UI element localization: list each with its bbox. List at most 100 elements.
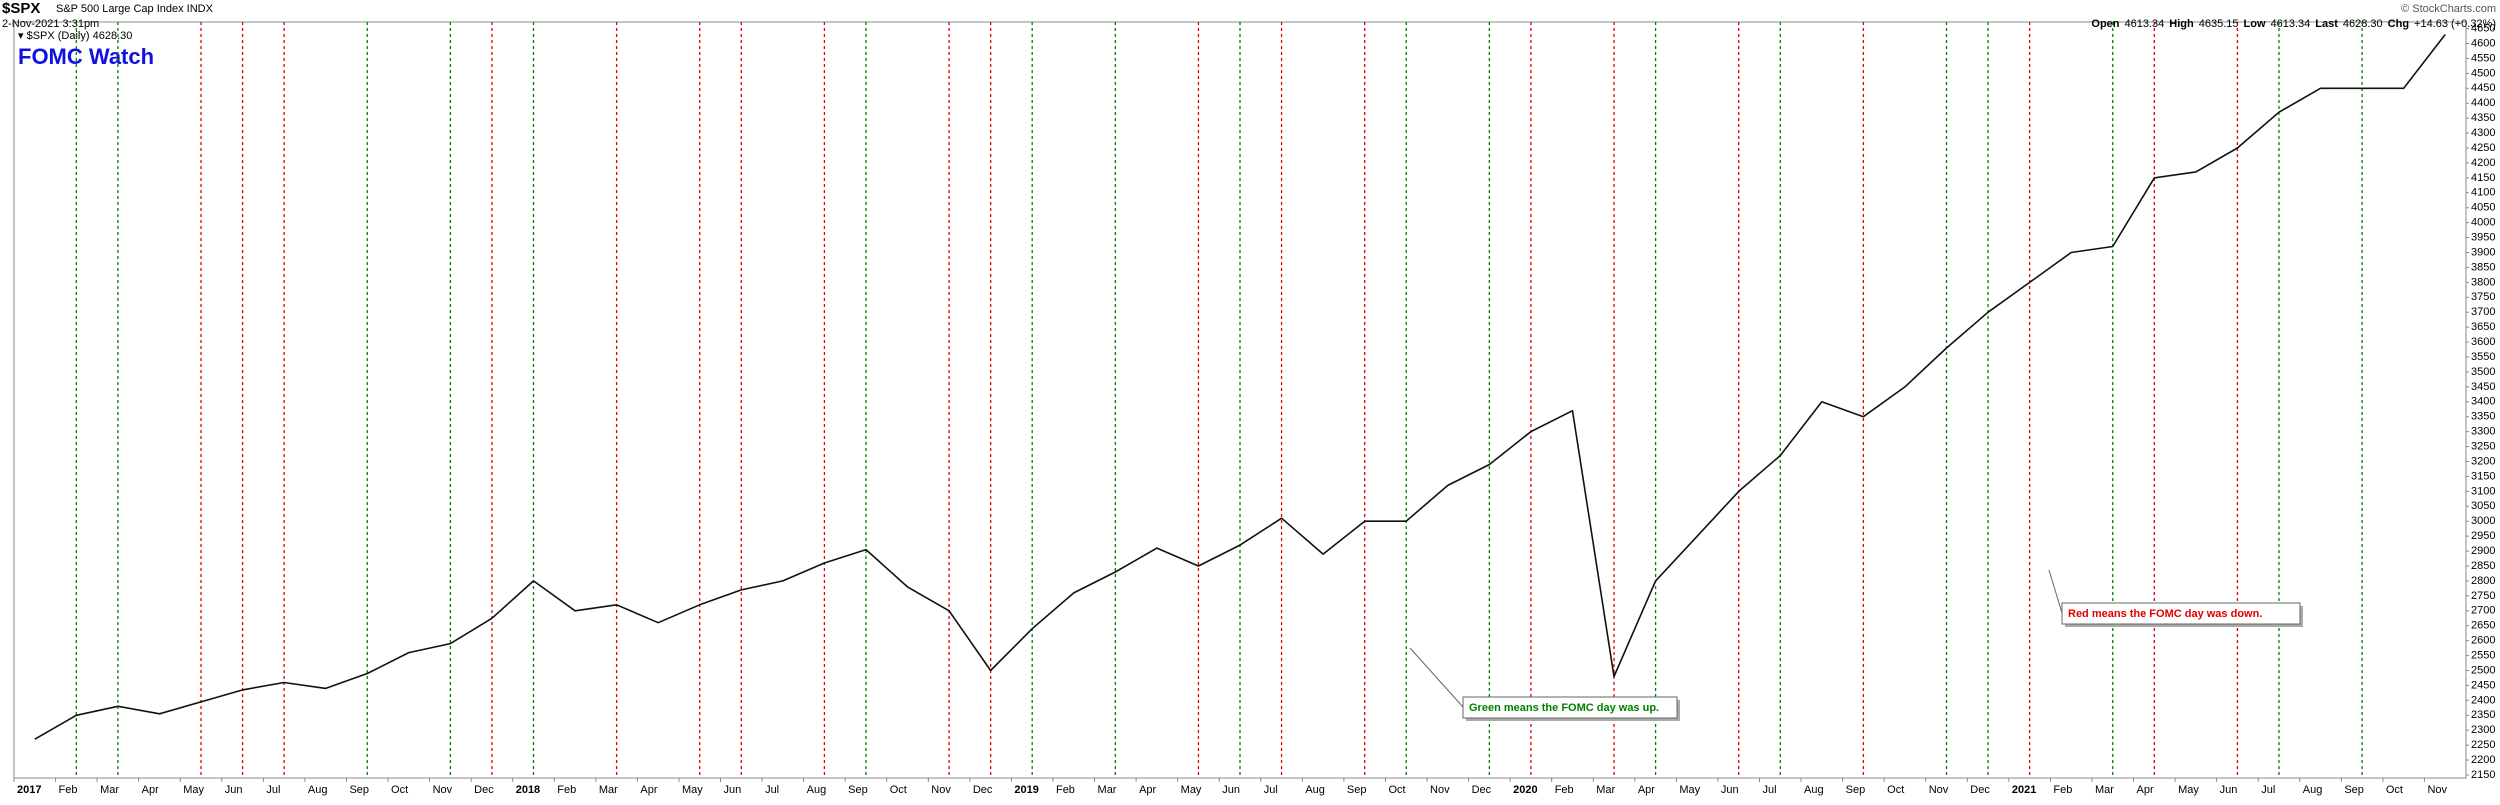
y-tick-label: 4100 xyxy=(2471,187,2495,199)
x-tick-label: Dec xyxy=(973,784,993,796)
x-tick-label: Jul xyxy=(1264,784,1278,796)
annotation-connector xyxy=(1409,647,1464,708)
y-tick-label: 4150 xyxy=(2471,172,2495,184)
x-tick-label: Oct xyxy=(391,784,408,796)
y-tick-label: 3500 xyxy=(2471,366,2495,378)
x-tick-label: Aug xyxy=(308,784,328,796)
x-tick-label: Dec xyxy=(1472,784,1492,796)
quote-value: +14.63 (+0.32%) xyxy=(2414,18,2496,30)
x-tick-label: Nov xyxy=(2427,784,2447,796)
y-tick-label: 2700 xyxy=(2471,605,2495,617)
y-tick-label: 4400 xyxy=(2471,97,2495,109)
y-tick-label: 2850 xyxy=(2471,560,2495,572)
y-tick-label: 3350 xyxy=(2471,411,2495,423)
timestamp: 2-Nov-2021 3:31pm xyxy=(2,18,99,30)
annotation-box xyxy=(2061,602,2301,625)
x-tick-label: Jun xyxy=(724,784,742,796)
y-tick-label: 2900 xyxy=(2471,545,2495,557)
x-tick-label: Nov xyxy=(1929,784,1949,796)
y-tick-label: 2400 xyxy=(2471,694,2495,706)
quote-value: 4613.34 xyxy=(2271,18,2311,30)
y-tick-label: 3800 xyxy=(2471,276,2495,288)
x-tick-label: 2021 xyxy=(2012,784,2036,796)
x-tick-label: Apr xyxy=(1139,784,1156,796)
quote-value: 4613.34 xyxy=(2125,18,2165,30)
y-tick-label: 3700 xyxy=(2471,306,2495,318)
y-tick-label: 3850 xyxy=(2471,261,2495,273)
y-tick-label: 2650 xyxy=(2471,620,2495,632)
y-tick-label: 4250 xyxy=(2471,142,2495,154)
y-tick-label: 3400 xyxy=(2471,396,2495,408)
y-tick-label: 3300 xyxy=(2471,426,2495,438)
annotation-text: Red means the FOMC day was down. xyxy=(2068,608,2262,620)
x-tick-label: Mar xyxy=(1098,784,1117,796)
y-tick-label: 3900 xyxy=(2471,246,2495,258)
x-tick-label: Jul xyxy=(1762,784,1776,796)
x-tick-label: Oct xyxy=(1887,784,1904,796)
x-tick-label: Feb xyxy=(1555,784,1574,796)
annotation-text: Green means the FOMC day was up. xyxy=(1469,702,1659,714)
quote: Open 4613.34 High 4635.15 Low 4613.34 Last 4628… xyxy=(2091,18,2496,30)
x-tick-label: Aug xyxy=(807,784,827,796)
x-tick-label: May xyxy=(1181,784,1202,796)
x-tick-label: Dec xyxy=(474,784,494,796)
quote-label: Chg xyxy=(2388,18,2409,30)
y-tick-label: 4000 xyxy=(2471,217,2495,229)
y-tick-label: 4050 xyxy=(2471,202,2495,214)
y-tick-label: 3650 xyxy=(2471,321,2495,333)
y-tick-label: 3000 xyxy=(2471,515,2495,527)
y-tick-label: 4600 xyxy=(2471,37,2495,49)
x-tick-label: Jun xyxy=(1222,784,1240,796)
x-tick-label: May xyxy=(183,784,204,796)
price-line xyxy=(34,34,2446,740)
x-tick-label: Sep xyxy=(349,784,369,796)
x-tick-label: Apr xyxy=(2137,784,2154,796)
y-tick-label: 2600 xyxy=(2471,635,2495,647)
x-tick-label: Jul xyxy=(765,784,779,796)
y-tick-label: 3200 xyxy=(2471,455,2495,467)
x-tick-label: Oct xyxy=(1388,784,1405,796)
quote-label: Last xyxy=(2315,18,2338,30)
x-tick-label: Jul xyxy=(266,784,280,796)
x-tick-label: Mar xyxy=(100,784,119,796)
x-tick-label: Sep xyxy=(848,784,868,796)
x-tick-label: Dec xyxy=(1970,784,1990,796)
quote-label: Low xyxy=(2244,18,2266,30)
x-tick-label: May xyxy=(1679,784,1700,796)
x-tick-label: Jun xyxy=(225,784,243,796)
x-tick-label: Nov xyxy=(1430,784,1450,796)
subtitle: S&P 500 Large Cap Index INDX xyxy=(56,3,214,15)
y-tick-label: 2950 xyxy=(2471,530,2495,542)
x-tick-label: Jun xyxy=(1721,784,1739,796)
x-tick-label: Oct xyxy=(890,784,907,796)
x-tick-label: Apr xyxy=(1638,784,1655,796)
x-tick-label: 2020 xyxy=(1513,784,1537,796)
x-tick-label: Oct xyxy=(2386,784,2403,796)
y-tick-label: 4450 xyxy=(2471,82,2495,94)
y-tick-label: 2250 xyxy=(2471,739,2495,751)
x-tick-label: 2019 xyxy=(1014,784,1038,796)
x-tick-label: Sep xyxy=(1846,784,1866,796)
y-tick-label: 3750 xyxy=(2471,291,2495,303)
quote-label: Open xyxy=(2091,18,2119,30)
quote-label: High xyxy=(2169,18,2194,30)
x-tick-label: Mar xyxy=(599,784,618,796)
y-tick-label: 4500 xyxy=(2471,67,2495,79)
x-tick-label: Sep xyxy=(2344,784,2364,796)
copyright: © StockCharts.com xyxy=(2401,3,2496,15)
x-tick-label: Feb xyxy=(1056,784,1075,796)
y-tick-label: 3250 xyxy=(2471,440,2495,452)
x-tick-label: Sep xyxy=(1347,784,1367,796)
legend-label: ▾ $SPX (Daily) 4628.30 xyxy=(18,30,132,42)
y-tick-label: 4650 xyxy=(2471,22,2495,34)
y-tick-label: 2450 xyxy=(2471,679,2495,691)
y-tick-label: 2200 xyxy=(2471,754,2495,766)
quote-value: 4628.30 xyxy=(2343,18,2383,30)
y-tick-label: 4200 xyxy=(2471,157,2495,169)
x-tick-label: 2017 xyxy=(17,784,41,796)
annotation-box xyxy=(1462,696,1678,719)
x-tick-label: Feb xyxy=(59,784,78,796)
x-tick-label: Aug xyxy=(1305,784,1325,796)
x-tick-label: Feb xyxy=(557,784,576,796)
x-tick-label: Jun xyxy=(2220,784,2238,796)
